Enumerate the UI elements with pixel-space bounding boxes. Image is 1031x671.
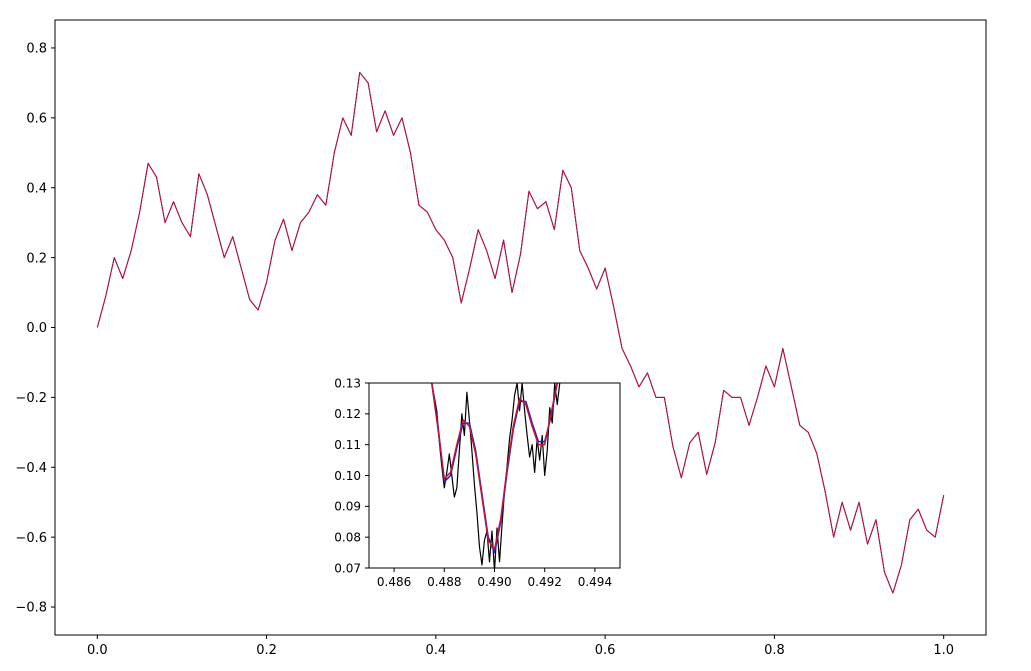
main-x-tick-label: 0.2 <box>256 643 277 658</box>
inset-x-tick-label: 0.490 <box>477 575 511 589</box>
main-x-tick-label: 0.6 <box>595 643 616 658</box>
main-x-tick-label: 0.4 <box>426 643 447 658</box>
main-y-tick-label: 0.0 <box>26 321 47 336</box>
main-y-tick-label: 0.6 <box>26 112 47 127</box>
inset-y-tick-label: 0.10 <box>334 469 361 483</box>
inset-x-tick-label: 0.488 <box>427 575 461 589</box>
main-x-tick-label: 0.8 <box>764 643 785 658</box>
inset-x-tick-label: 0.486 <box>377 575 411 589</box>
main-y-tick-label: −0.8 <box>15 601 47 616</box>
inset-x-tick-label: 0.492 <box>528 575 562 589</box>
main-y-tick-label: −0.6 <box>15 531 47 546</box>
inset-chart: 0.486 0.488 0.490 0.492 0.494 0.07 0.08 0.09 0.… <box>334 376 621 589</box>
main-y-tick-label: 0.8 <box>26 42 47 57</box>
main-chart: 0.0 0.2 0.4 0.6 0.8 1.0 −0.8 −0.6 −0.4 −0.2 0.0 0.… <box>15 19 987 658</box>
inset-y-tick-label: 0.09 <box>334 500 361 514</box>
main-x-tick-label: 0.0 <box>87 643 108 658</box>
inset-y-tick-label: 0.11 <box>334 438 361 452</box>
main-y-tick-label: 0.4 <box>26 181 47 196</box>
inset-y-tick-label: 0.12 <box>334 407 361 421</box>
main-x-tick-label: 1.0 <box>933 643 954 658</box>
inset-background <box>369 383 620 568</box>
inset-y-tick-label: 0.13 <box>334 376 361 390</box>
inset-x-tick-label: 0.494 <box>578 575 612 589</box>
main-series-line-3 <box>96 71 945 594</box>
inset-series-line-1 <box>431 383 561 568</box>
inset-y-tick-label: 0.07 <box>334 561 361 575</box>
inset-y-tick-label: 0.08 <box>334 530 361 544</box>
main-y-tick-label: −0.4 <box>15 461 47 476</box>
main-y-tick-label: −0.2 <box>15 391 47 406</box>
main-y-tick-label: 0.2 <box>26 251 47 266</box>
inset-series-line-3 <box>431 383 558 551</box>
